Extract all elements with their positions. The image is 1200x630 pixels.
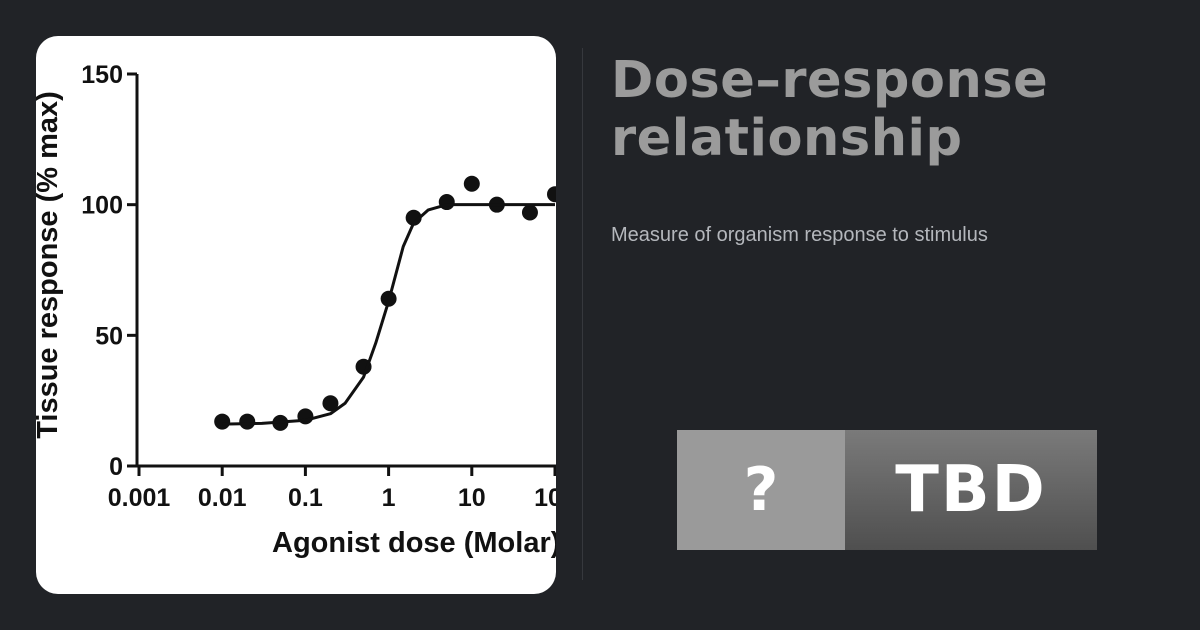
x-tick-label: 0.001 [108, 484, 171, 512]
x-tick-label: 0.1 [288, 484, 323, 512]
title: Dose–response relationship [611, 51, 1049, 168]
card-background [36, 36, 556, 594]
x-axis-label: Agonist dose (Molar) [272, 527, 560, 559]
y-tick-label: 0 [109, 453, 123, 481]
data-point [239, 413, 256, 430]
y-tick-label: 150 [81, 61, 123, 89]
badge-icon: ? [677, 430, 845, 550]
fit-curve [222, 203, 555, 426]
data-point [405, 209, 422, 226]
badge-label: TBD [845, 430, 1097, 550]
divider [582, 48, 583, 580]
x-tick-label: 10 [458, 484, 486, 512]
data-point [322, 395, 339, 412]
data-point [547, 186, 556, 203]
y-tick-label: 50 [95, 322, 123, 350]
y-tick-label: 100 [81, 192, 123, 220]
y-axis-label: Tissue response (% max) [32, 91, 64, 439]
subtitle: Measure of organism response to stimulus [611, 224, 988, 246]
x-tick-label: 100 [534, 484, 576, 512]
data-point [214, 413, 231, 430]
plot: 0 50 100 150 0.001 0.01 0.1 1 10 100 Agonist dose … [32, 61, 576, 559]
x-tick-label: 0.01 [198, 484, 247, 512]
data-point [463, 175, 480, 192]
data-point [521, 204, 538, 221]
x-tick-label: 1 [382, 484, 396, 512]
